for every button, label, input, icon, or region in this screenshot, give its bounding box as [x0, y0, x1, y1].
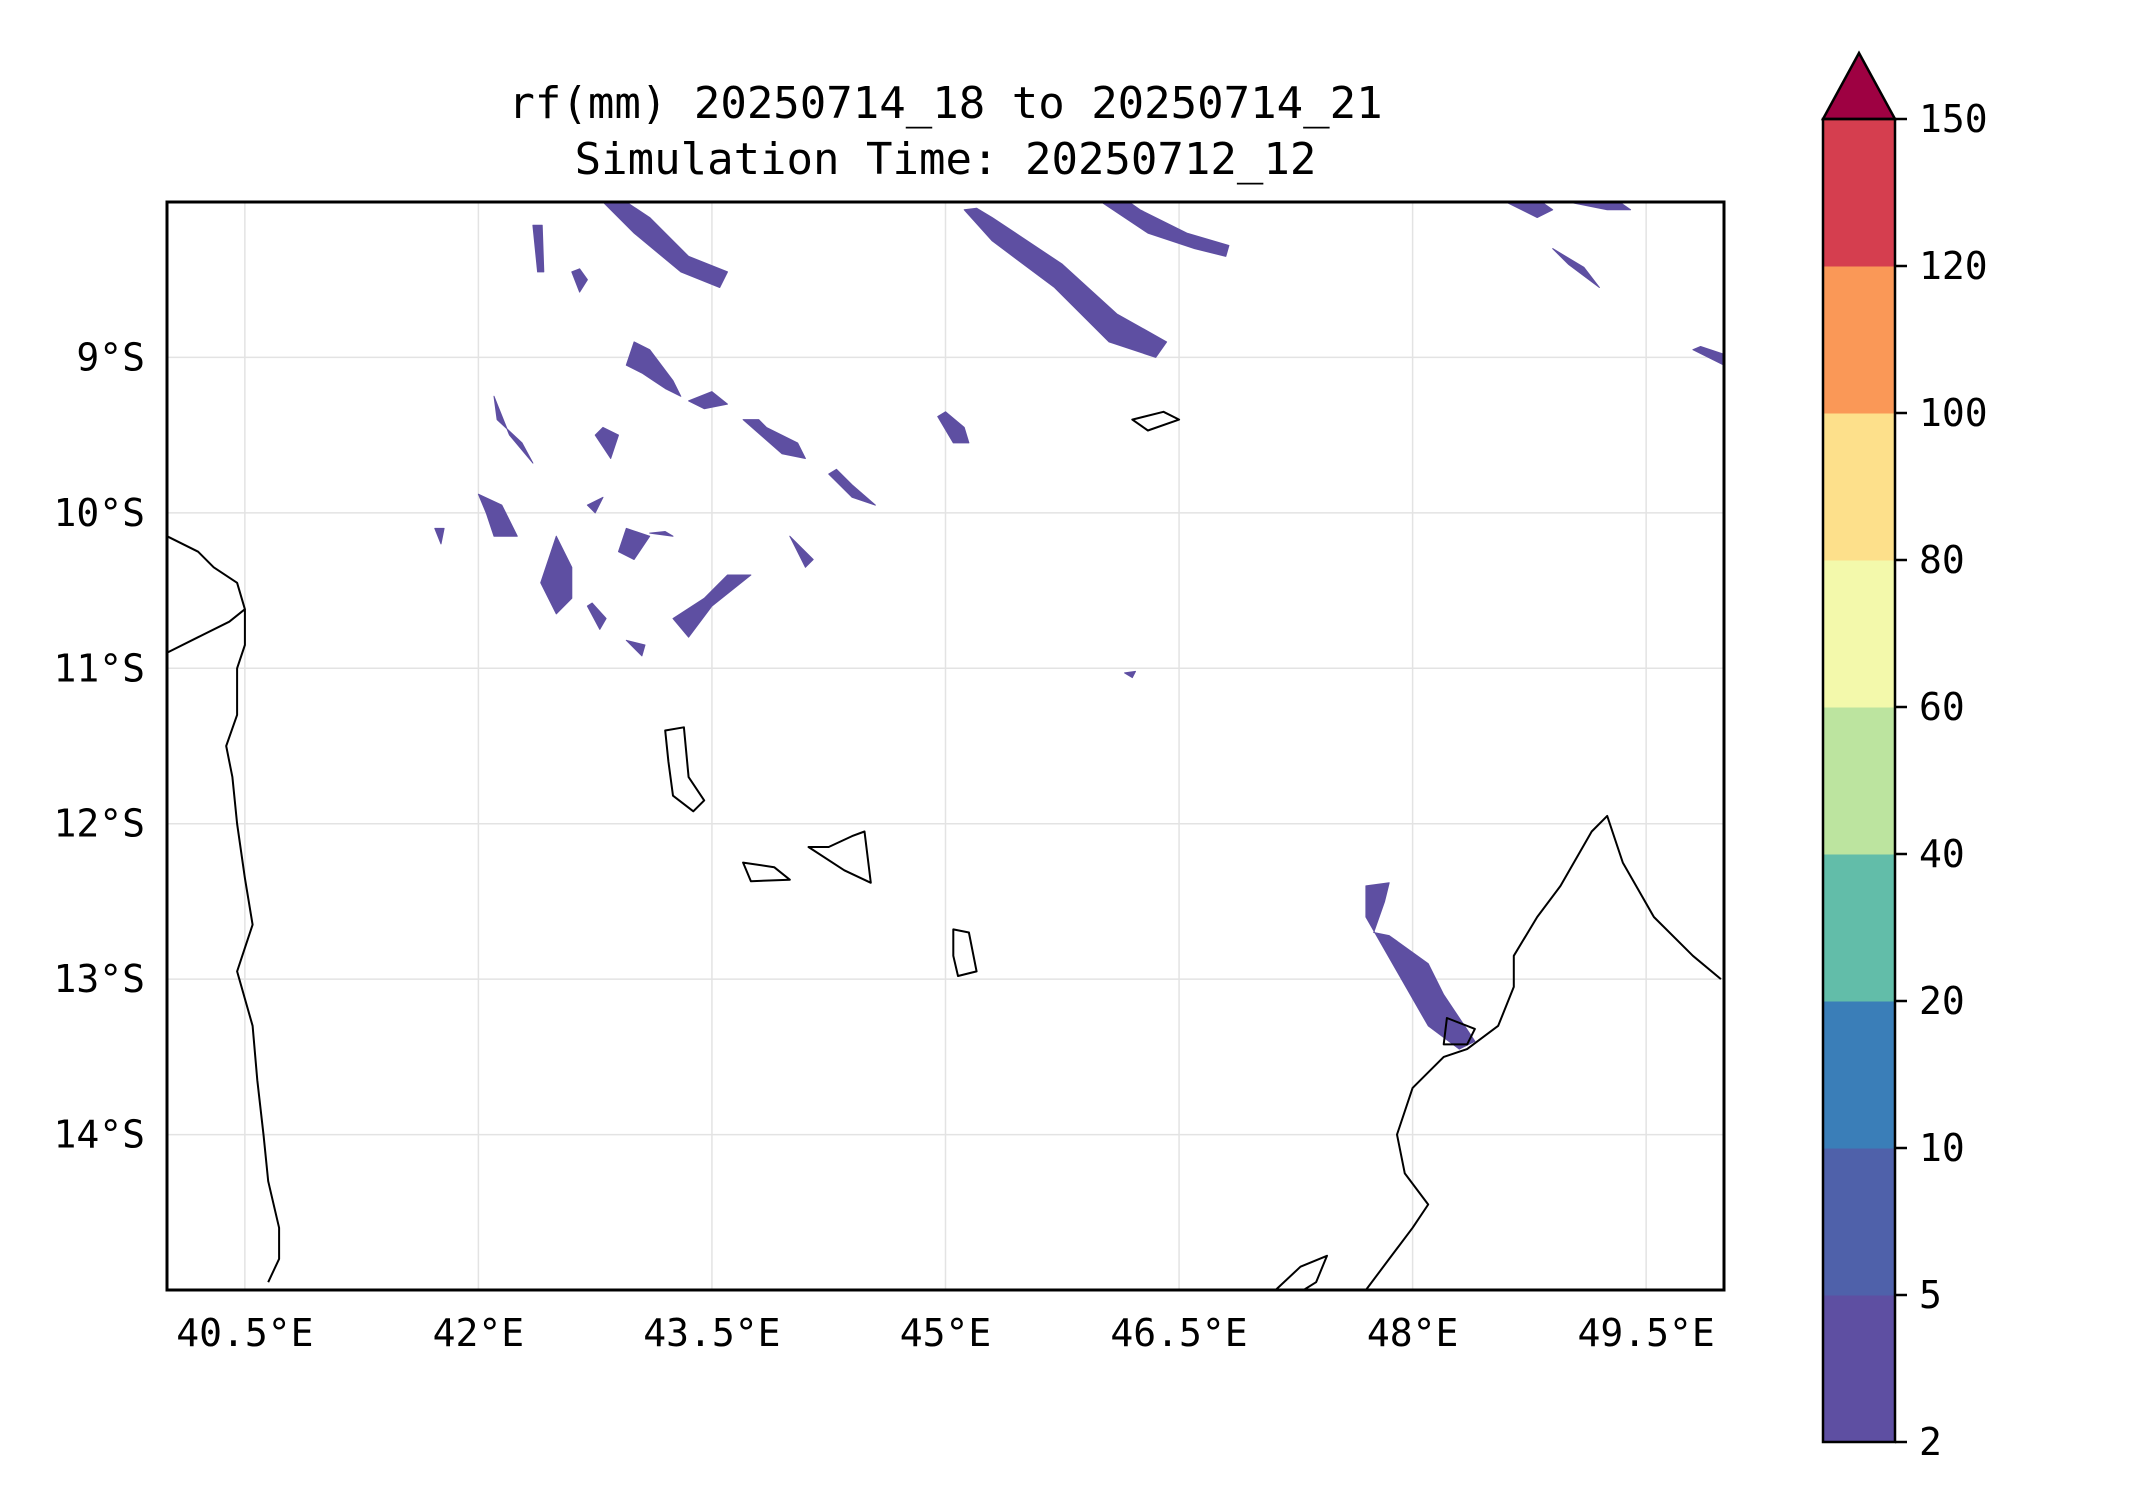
colorbar-segment-2	[1823, 1001, 1895, 1149]
x-axis-ticks: 40.5°E 42°E 43.5°E 45°E 46.5°E 48°E 49.5°E	[176, 1311, 1715, 1355]
rain-area-22	[1567, 202, 1632, 211]
rain-area-5	[625, 341, 682, 397]
colorbar-segment-6	[1823, 413, 1895, 561]
rain-area-10	[828, 468, 876, 506]
colorbar-tick-label: 120	[1919, 244, 1988, 288]
coastline-1	[225, 609, 281, 1283]
rain-area-21	[1365, 882, 1476, 1050]
colorbar-segment-0	[1823, 1295, 1895, 1443]
colorbar-tick-label: 2	[1919, 1420, 1942, 1464]
rain-area-27	[789, 535, 814, 568]
rain-area-8	[594, 426, 619, 459]
colorbar: 2 5 10 20 40 60 80 100 120 150	[1820, 50, 1988, 1464]
rain-area-16	[672, 574, 752, 638]
colorbar-segment-3	[1823, 854, 1895, 1002]
y-tick-label: 14°S	[53, 1113, 145, 1157]
colorbar-tick-label: 100	[1919, 391, 1988, 435]
colorbar-segment-8	[1823, 119, 1895, 267]
colorbar-frame	[1821, 117, 1897, 1444]
rain-area-23	[1505, 202, 1554, 218]
y-tick-label: 13°S	[53, 957, 145, 1001]
colorbar-tick-label: 5	[1919, 1273, 1942, 1317]
x-tick-label: 42°E	[433, 1311, 525, 1355]
rain-area-7	[493, 395, 534, 464]
coastline-0	[167, 535, 246, 654]
coastline-3	[1274, 1254, 1328, 1290]
rain-area-9	[742, 419, 806, 459]
colorbar-segment-5	[1823, 560, 1895, 708]
rain-area-17	[586, 602, 607, 630]
colorbar-tick-label: 150	[1919, 97, 1988, 141]
island-outline-1	[807, 830, 872, 884]
rain-area-6	[688, 391, 728, 410]
island-outline-3	[952, 928, 978, 977]
x-tick-label: 40.5°E	[176, 1311, 313, 1355]
rain-area-0	[602, 202, 728, 288]
rain-area-14	[618, 527, 651, 560]
island-outline-5	[1442, 1017, 1476, 1046]
island-outline-2	[742, 861, 791, 883]
colorbar-segment-1	[1823, 1148, 1895, 1296]
map-frame	[165, 200, 1726, 1292]
x-tick-label: 43.5°E	[643, 1311, 780, 1355]
y-tick-label: 10°S	[53, 491, 145, 535]
rain-area-25	[1692, 346, 1724, 366]
rain-area-1	[963, 207, 1168, 358]
colorbar-tick-label: 10	[1919, 1126, 1965, 1170]
island-outline-0	[664, 726, 706, 813]
island-outline-4	[1131, 410, 1181, 432]
rain-area-19	[434, 527, 445, 545]
y-axis-ticks: 9°S 10°S 11°S 12°S 13°S 14°S	[53, 335, 145, 1156]
y-tick-label: 9°S	[76, 335, 145, 379]
map-title: rf(mm) 20250714_18 to 20250714_21	[508, 78, 1383, 129]
colorbar-tick-label: 20	[1919, 979, 1965, 1023]
rain-area-2	[1100, 202, 1230, 257]
rain-area-4	[571, 268, 588, 293]
rainfall-contours	[434, 202, 1724, 1050]
x-tick-label: 45°E	[900, 1311, 992, 1355]
x-tick-label: 46.5°E	[1110, 1311, 1247, 1355]
colorbar-tick-label: 80	[1919, 538, 1965, 582]
map-gridlines	[167, 202, 1724, 1290]
rain-area-15	[649, 531, 674, 537]
colorbar-tick-label: 40	[1919, 832, 1965, 876]
x-tick-label: 49.5°E	[1578, 1311, 1715, 1355]
rain-area-18	[625, 639, 646, 657]
x-tick-label: 48°E	[1367, 1311, 1459, 1355]
rain-area-11	[477, 493, 518, 537]
colorbar-segment-4	[1823, 707, 1895, 855]
rain-area-24	[1552, 248, 1600, 288]
rain-area-12	[586, 496, 604, 514]
rain-area-20	[937, 411, 970, 444]
rain-area-3	[532, 224, 545, 273]
coastline-2	[1365, 814, 1722, 1290]
y-tick-label: 12°S	[53, 802, 145, 846]
rain-area-13	[540, 535, 573, 615]
map-subtitle: Simulation Time: 20250712_12	[574, 134, 1317, 185]
coastlines	[167, 410, 1722, 1290]
y-tick-label: 11°S	[53, 646, 145, 690]
colorbar-segment-7	[1823, 266, 1895, 414]
colorbar-extend-arrow	[1820, 50, 1898, 121]
colorbar-tick-label: 60	[1919, 685, 1965, 729]
rain-area-26	[1124, 670, 1136, 679]
